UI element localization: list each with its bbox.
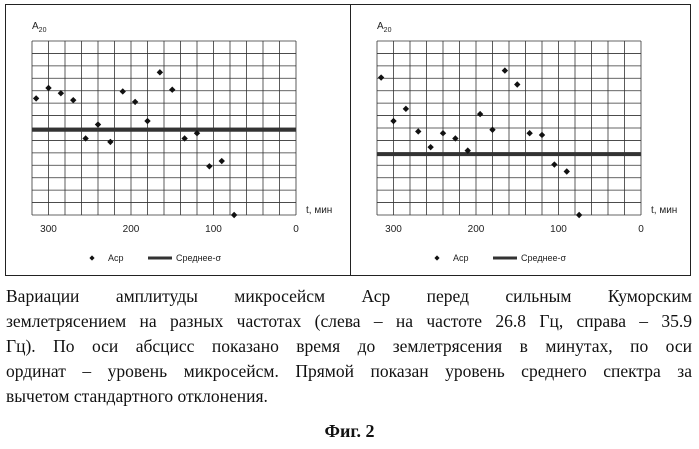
data-point (70, 96, 77, 104)
caption-line: Гц). По оси абсцисс показано время до зе… (6, 336, 692, 356)
legend-marker-line (148, 256, 172, 260)
legend-marker-points (89, 255, 95, 261)
data-point (230, 211, 238, 219)
y-axis-label-subscript: 20 (384, 27, 392, 34)
data-point (144, 117, 151, 125)
x-tick-label: 300 (385, 224, 402, 235)
data-point (439, 130, 447, 137)
data-point (131, 98, 139, 106)
right-chart: 300 200 100 0 t, мин A20 Аср Среднее-σ (376, 21, 677, 263)
figure-label: Фиг. 2 (324, 421, 375, 441)
y-axis-label: A20 (32, 21, 47, 34)
figure-frame: 300 200 100 0 t, мин A20 Аср Среднее-σ 300 200 10… (5, 4, 691, 276)
data-point (57, 90, 65, 97)
legend-label-points: Аср (108, 253, 124, 263)
data-point (476, 110, 484, 118)
data-point (32, 95, 40, 102)
data-point (452, 135, 459, 142)
x-tick-label: 100 (205, 224, 222, 235)
x-axis-label: t, мин (651, 205, 677, 216)
data-point (193, 130, 201, 137)
caption-line: ординат – уровень микросейсм. Прямой пок… (6, 361, 692, 381)
x-tick-label: 0 (638, 224, 644, 235)
x-tick-label: 0 (293, 224, 299, 235)
data-point (377, 74, 385, 81)
caption-line: землетрясением на разных частотах (слева… (6, 311, 692, 331)
data-point (501, 67, 509, 74)
y-axis-label: A20 (377, 21, 392, 34)
figure-caption: Вариации амплитуды микросейсм Аср перед … (6, 284, 692, 409)
caption-line: Вариации амплитуды микросейсм Аср перед … (6, 286, 692, 306)
legend-label-points: Аср (453, 253, 469, 263)
data-point (514, 81, 521, 88)
x-tick-label: 300 (40, 224, 57, 235)
data-point (181, 135, 188, 142)
data-point (218, 157, 225, 165)
data-point (575, 211, 583, 219)
data-point (538, 131, 546, 139)
mean-line (377, 152, 641, 157)
caption-line: вычетом стандартного отклонения. (6, 386, 268, 406)
data-point (206, 163, 213, 170)
data-point (427, 143, 434, 151)
data-point (119, 88, 126, 95)
panel-divider (350, 5, 351, 275)
left-chart: 300 200 100 0 t, мин A20 Аср Среднее-σ (31, 21, 332, 263)
grid (376, 40, 642, 216)
x-tick-label: 200 (468, 224, 485, 235)
data-point (563, 168, 570, 175)
legend-label-line: Среднее-σ (521, 253, 567, 263)
data-point (82, 135, 89, 142)
mean-line (32, 127, 296, 132)
data-point (45, 84, 52, 92)
legend-marker-line (493, 256, 517, 260)
data-point (402, 105, 410, 113)
data-point (169, 86, 176, 93)
x-tick-label: 200 (123, 224, 140, 235)
x-axis-label: t, мин (306, 205, 332, 216)
data-point (551, 161, 558, 168)
data-point (526, 130, 533, 137)
data-point (94, 121, 102, 128)
data-point (156, 69, 164, 76)
data-point (390, 117, 397, 125)
legend-label-line: Среднее-σ (176, 253, 222, 263)
data-point (107, 138, 114, 146)
y-axis-label-subscript: 20 (39, 27, 47, 34)
data-point (415, 128, 422, 135)
x-tick-label: 100 (550, 224, 567, 235)
data-point (464, 147, 471, 154)
data-point (489, 126, 496, 133)
legend-marker-points (434, 255, 440, 261)
